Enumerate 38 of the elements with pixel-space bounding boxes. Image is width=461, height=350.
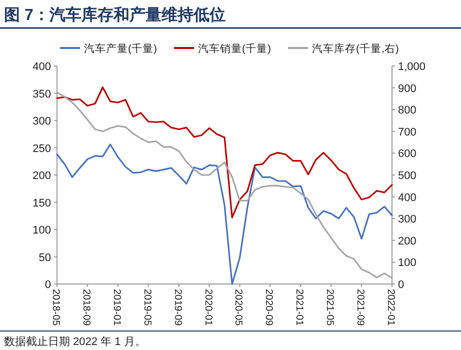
x-tick-label: 2021-05 <box>324 289 336 326</box>
x-tick-label: 2021-01 <box>294 289 305 326</box>
x-tick-label: 2018-05 <box>50 289 61 326</box>
legend-label: 汽车产量(千量) <box>84 42 157 55</box>
y2-tick-label: 200 <box>398 235 416 248</box>
y-tick-label: 200 <box>32 170 51 182</box>
y-tick-label: 100 <box>32 224 51 236</box>
y2-tick-label: 600 <box>398 148 416 160</box>
y-tick-label: 50 <box>38 252 51 264</box>
y-tick-label: 0 <box>44 279 51 291</box>
x-tick-label: 2018-09 <box>80 289 92 326</box>
y-tick-label: 400 <box>32 61 51 73</box>
y2-tick-label: 700 <box>398 126 416 138</box>
y2-tick-label: 100 <box>398 257 416 270</box>
y2-tick-label: 500 <box>398 170 416 182</box>
x-tick-label: 2019-09 <box>172 289 183 326</box>
x-tick-label: 2019-05 <box>141 289 152 326</box>
y2-tick-label: 800 <box>398 104 416 117</box>
y2-tick-label: 0 <box>398 279 404 291</box>
y2-tick-label: 300 <box>398 214 416 226</box>
y-tick-label: 150 <box>32 197 51 210</box>
x-tick-label: 2019-01 <box>110 289 122 326</box>
x-tick-label: 2022-01 <box>385 289 396 326</box>
x-tick-label: 2020-05 <box>232 289 244 326</box>
x-tick-label: 2021-09 <box>354 289 366 326</box>
y-tick-label: 350 <box>32 88 51 100</box>
chart-title: 图 7：汽车库存和产量维持低位 <box>4 6 226 24</box>
legend-label: 汽车销量(千量) <box>198 42 271 55</box>
legend-label: 汽车库存(千量,右) <box>312 42 399 55</box>
text: 数据截止日期 2022 年 1 月。 <box>4 335 146 348</box>
y2-tick-label: 400 <box>398 192 416 204</box>
x-tick-label: 2020-09 <box>263 289 274 326</box>
x-tick-label: 2020-01 <box>202 289 214 326</box>
y2-tick-label: 900 <box>398 82 416 95</box>
line-series <box>56 86 393 218</box>
y-tick-label: 300 <box>32 116 51 128</box>
y-tick-label: 250 <box>32 142 51 155</box>
y2-tick-label: 1,000 <box>398 61 426 73</box>
